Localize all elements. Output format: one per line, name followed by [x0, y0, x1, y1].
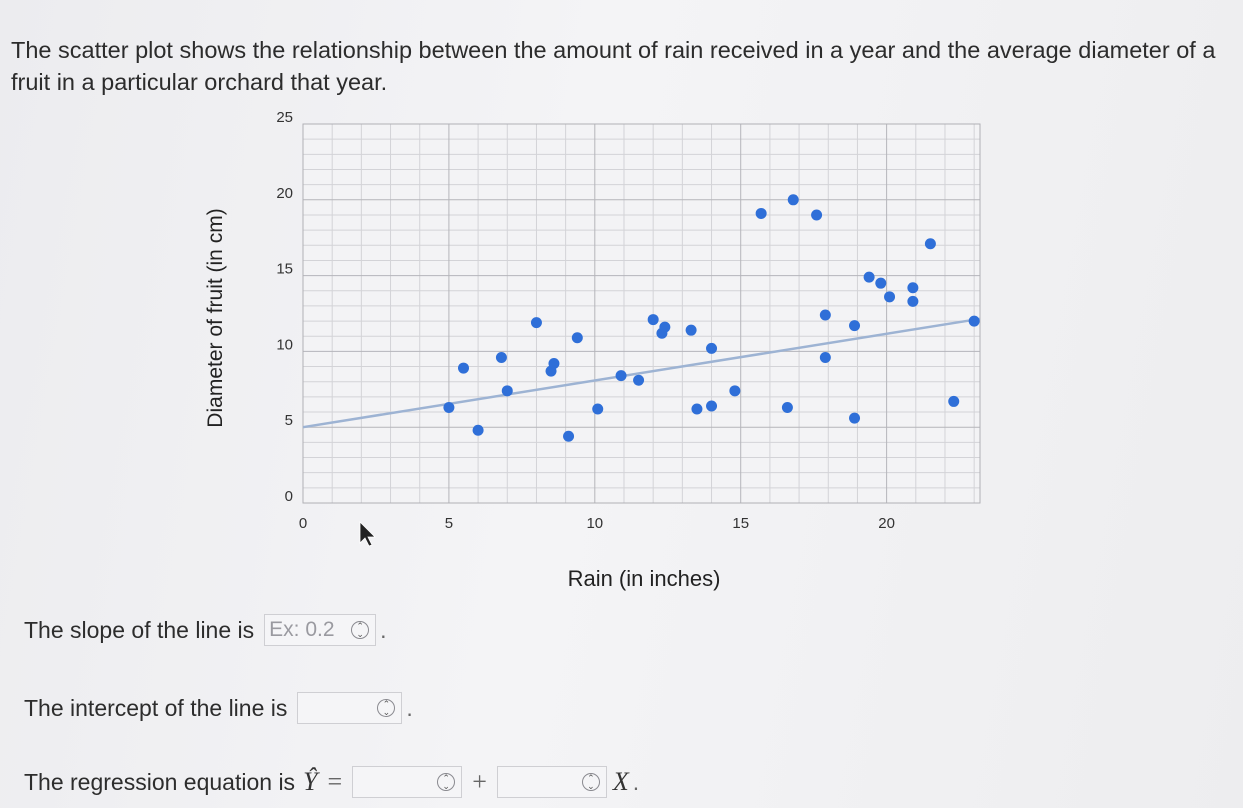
data-point — [875, 277, 887, 289]
slope-question: The slope of the line is Ex: 0.2 ⌃ ⌄ . — [24, 614, 387, 646]
x-tick-label: 10 — [586, 515, 603, 532]
equation-slope-input[interactable]: ⌃ ⌄ — [496, 766, 607, 798]
data-point — [548, 358, 560, 370]
data-points — [443, 194, 980, 442]
intercept-question: The intercept of the line is ⌃ ⌄ . — [24, 692, 413, 724]
spinner-icon[interactable]: ⌃ ⌄ — [351, 621, 370, 639]
data-point — [849, 412, 861, 424]
data-point — [685, 324, 697, 336]
data-point — [706, 400, 718, 412]
data-point — [647, 314, 659, 326]
data-point — [819, 351, 831, 363]
equation-question: The regression equation is Ŷ = ⌃ ⌄ + ⌃ ⌄ X… — [24, 766, 640, 798]
x-tick-label: 0 — [299, 515, 307, 532]
data-point — [472, 424, 484, 436]
data-point — [615, 370, 627, 382]
data-point — [907, 282, 919, 294]
spinner-icon[interactable]: ⌃ ⌄ — [437, 773, 456, 791]
data-point — [755, 207, 767, 219]
data-point — [907, 295, 919, 307]
data-point — [884, 291, 896, 303]
x-tick-label: 20 — [878, 515, 895, 532]
data-point — [530, 317, 542, 329]
data-point — [863, 271, 875, 283]
y-tick-labels: 0 5 10 15 20 25 — [276, 109, 293, 505]
slope-placeholder: Ex: 0.2 — [269, 618, 335, 641]
data-point — [571, 332, 583, 344]
data-point — [592, 403, 604, 415]
equation-intercept-input[interactable]: ⌃ ⌄ — [352, 766, 463, 798]
y-tick-label: 5 — [285, 412, 293, 429]
spinner-icon[interactable]: ⌃ ⌄ — [377, 699, 396, 717]
data-point — [729, 385, 741, 397]
spinner-icon[interactable]: ⌃ ⌄ — [581, 773, 600, 791]
scatter-chart: 0 5 10 15 20 0 5 10 15 20 25 Rain (in inches) Dia… — [204, 109, 981, 591]
y-tick-label: 25 — [276, 109, 293, 126]
data-point — [948, 395, 960, 407]
data-point — [819, 309, 831, 321]
x-variable: X — [612, 767, 629, 796]
equation-label: The regression equation is — [24, 768, 296, 795]
slope-label: The slope of the line is — [24, 616, 255, 643]
regression-line — [302, 317, 981, 429]
data-point — [787, 194, 799, 206]
x-tick-labels: 0 5 10 15 20 — [299, 515, 895, 532]
data-point — [924, 238, 936, 250]
data-point — [495, 351, 507, 363]
data-point — [781, 401, 793, 413]
data-point — [849, 320, 861, 332]
x-tick-label: 5 — [445, 515, 453, 532]
y-axis-label: Diameter of fruit (in cm) — [204, 208, 227, 427]
data-point — [443, 401, 455, 413]
question-intro: The scatter plot shows the relationship … — [11, 37, 1216, 95]
y-tick-label: 0 — [285, 488, 293, 505]
data-point — [563, 430, 575, 442]
y-tick-label: 20 — [276, 185, 293, 202]
slope-input[interactable]: Ex: 0.2 ⌃ ⌄ — [264, 614, 377, 646]
intercept-input[interactable]: ⌃ ⌄ — [297, 692, 403, 724]
x-tick-label: 15 — [732, 515, 749, 532]
data-point — [457, 362, 469, 374]
data-point — [691, 403, 703, 415]
data-point — [633, 374, 645, 386]
equals-sign: = — [327, 767, 343, 796]
data-point — [706, 342, 718, 354]
minor-grid — [303, 124, 980, 503]
plus-sign: + — [472, 767, 487, 796]
intercept-label: The intercept of the line is — [24, 694, 288, 721]
major-grid — [302, 123, 981, 504]
y-tick-label: 10 — [276, 336, 293, 353]
x-axis-label: Rain (in inches) — [568, 566, 721, 591]
data-point — [501, 385, 513, 397]
data-point — [659, 321, 671, 333]
y-tick-label: 15 — [276, 261, 293, 278]
cursor-icon — [359, 521, 376, 547]
y-hat-symbol: Ŷ — [303, 767, 318, 796]
data-point — [968, 315, 980, 327]
data-point — [811, 209, 823, 221]
